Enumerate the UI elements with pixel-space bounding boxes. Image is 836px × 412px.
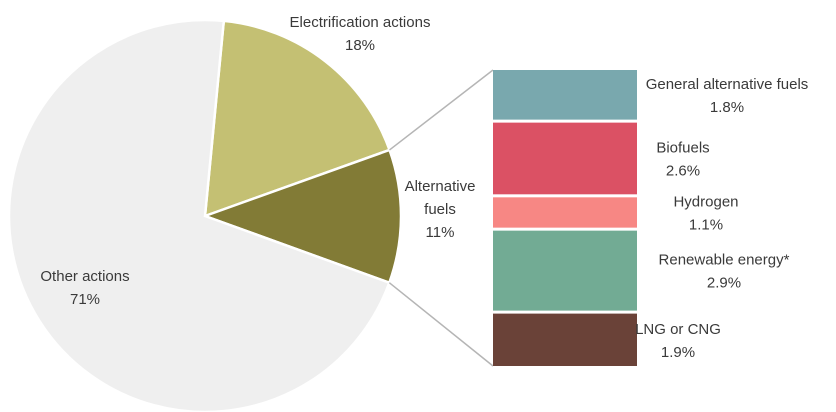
bar-segment-biofuels (493, 122, 637, 195)
pie (7, 18, 403, 412)
connector-line-top (389, 69, 494, 151)
breakdown-bar (493, 70, 637, 366)
connector-lines (388, 69, 494, 367)
label-other-actions: Other actions 71% (40, 268, 129, 308)
connector-line-bottom (388, 282, 494, 367)
label-general-alternative-fuels: General alternative fuels 1.8% (646, 76, 809, 116)
pie-slice-other-actions (7, 18, 391, 412)
pie-slice-alternative-fuels (201, 148, 403, 285)
label-hydrogen: Hydrogen 1.1% (673, 193, 738, 233)
label-alternative-fuels: Alternative fuels 11% (405, 178, 476, 241)
labels: Electrification actions 18% Alternative fue… (40, 14, 808, 361)
label-electrification-actions: Electrification actions 18% (290, 14, 431, 54)
pie-slice-electrification-actions (203, 19, 392, 218)
bar-segment-hydrogen (493, 197, 637, 228)
bar-segment-lng-or-cng (493, 313, 637, 366)
bar-segment-renewable-energy (493, 230, 637, 311)
bar-segment-general-alternative-fuels (493, 70, 637, 120)
label-biofuels: Biofuels 2.6% (656, 139, 709, 179)
label-renewable-energy: Renewable energy* 2.9% (659, 252, 790, 292)
label-lng-or-cng: LNG or CNG 1.9% (635, 321, 721, 361)
